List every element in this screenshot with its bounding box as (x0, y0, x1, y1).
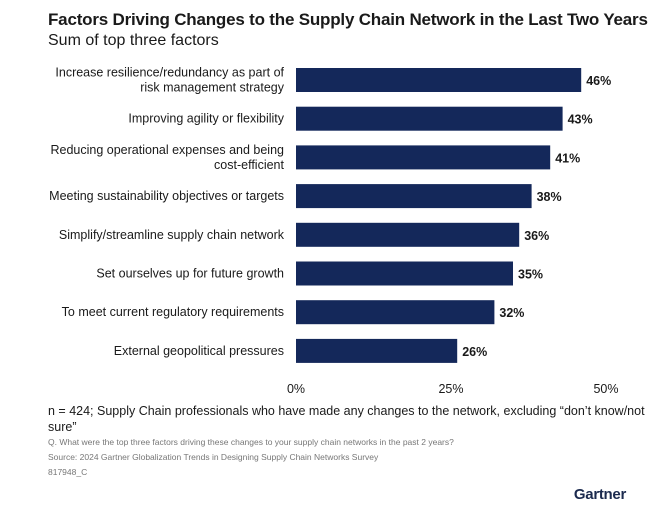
category-label: risk management strategy (140, 81, 285, 95)
category-label: Meeting sustainability objectives or tar… (49, 189, 284, 203)
bar (296, 106, 563, 131)
category-label: External geopolitical pressures (114, 344, 284, 358)
data-label: 32% (499, 306, 524, 320)
x-tick-label: 0% (287, 382, 305, 396)
survey-question: Q. What were the top three factors drivi… (48, 437, 454, 447)
x-tick-label: 25% (438, 382, 463, 396)
data-label: 35% (518, 268, 543, 282)
source-note: Source: 2024 Gartner Globalization Trend… (48, 452, 379, 462)
bar (296, 338, 458, 363)
figure-id: 817948_C (48, 467, 88, 477)
x-tick-label: 50% (593, 382, 618, 396)
bar (296, 261, 513, 286)
bar (296, 300, 495, 325)
data-label: 41% (555, 151, 580, 165)
data-label: 36% (524, 229, 549, 243)
data-label: 38% (537, 190, 562, 204)
category-label: Set ourselves up for future growth (96, 267, 284, 281)
bar (296, 222, 520, 247)
data-label: 26% (462, 345, 487, 359)
category-label: Improving agility or flexibility (128, 112, 284, 126)
sample-note: n = 424; Supply Chain professionals who … (48, 404, 645, 434)
data-label: 46% (586, 74, 611, 88)
category-label: Simplify/streamline supply chain network (59, 228, 285, 242)
bar-chart: 46% Increase resilience/redundancy as par… (49, 66, 618, 397)
bar (296, 184, 532, 209)
chart-subtitle: Sum of top three factors (48, 32, 219, 49)
category-label: Reducing operational expenses and being (50, 143, 284, 157)
category-label: cost-efficient (214, 158, 284, 172)
data-label: 43% (568, 113, 593, 127)
bar (296, 68, 582, 92)
chart-title: Factors Driving Changes to the Supply Ch… (48, 10, 648, 29)
category-label: To meet current regulatory requirements (62, 305, 284, 319)
category-label: Increase resilience/redundancy as part o… (55, 66, 284, 80)
gartner-logo: Gartner (573, 486, 626, 503)
bar (296, 145, 551, 170)
